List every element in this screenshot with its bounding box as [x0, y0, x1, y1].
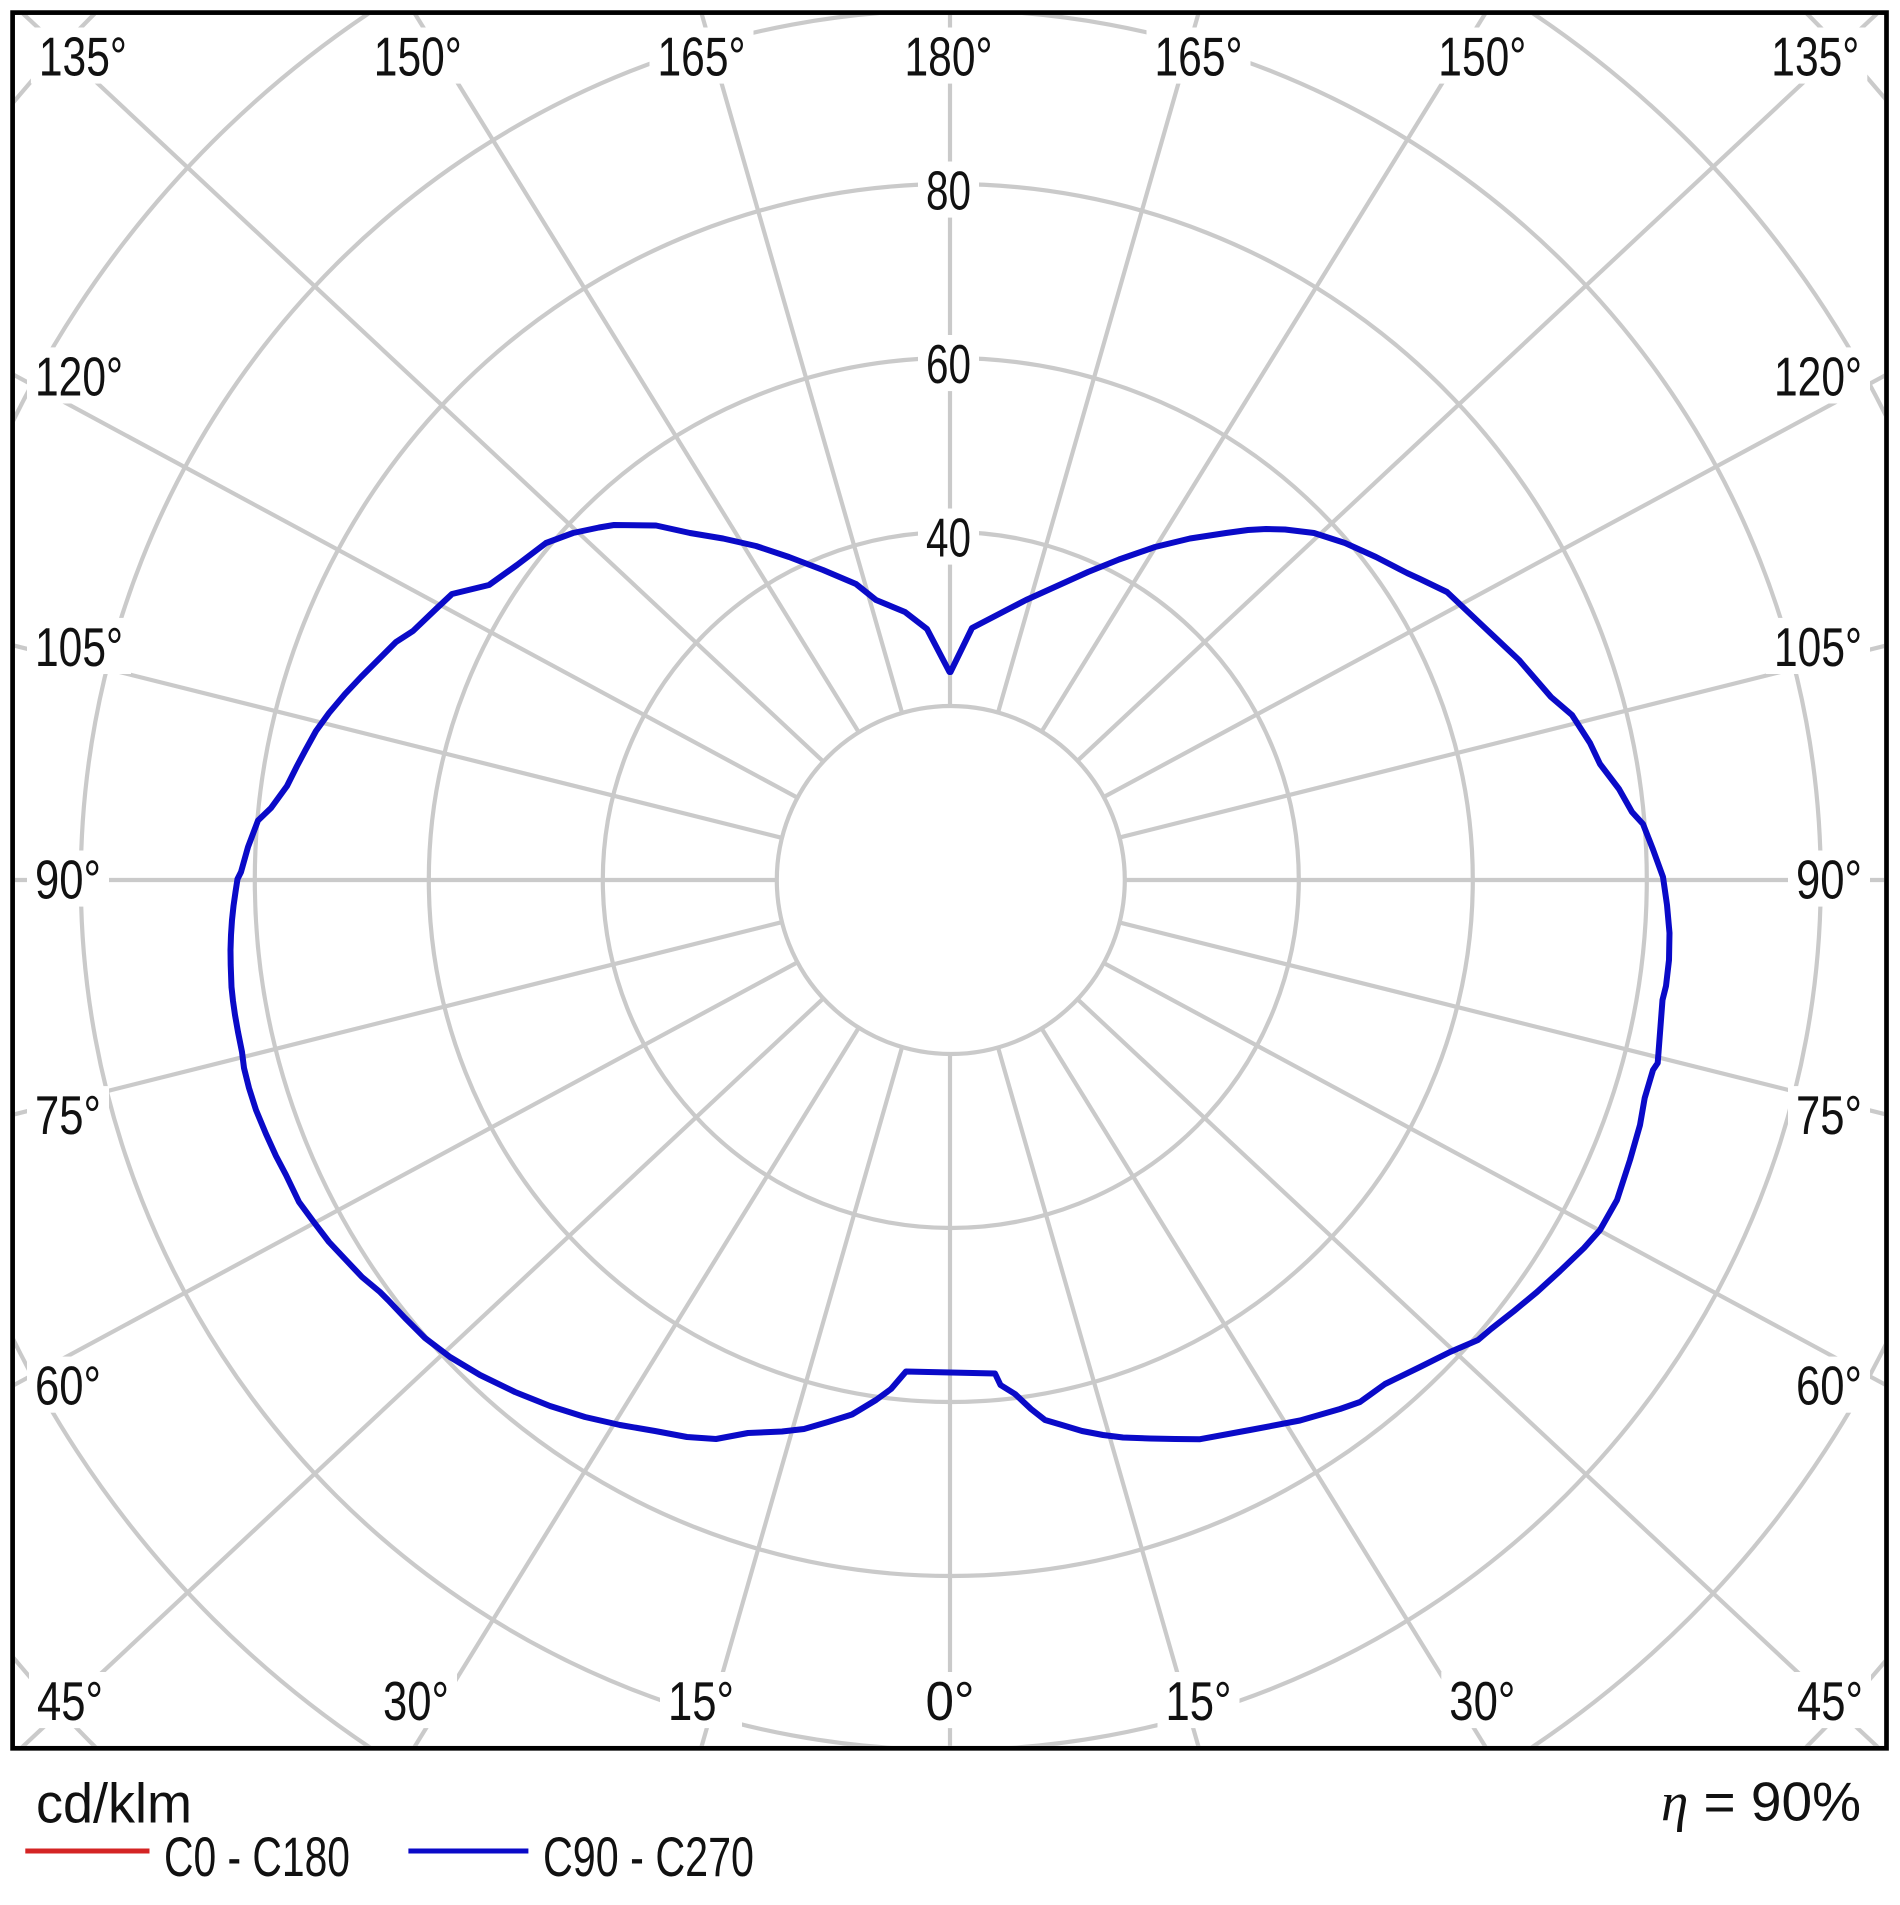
svg-text:75°: 75° [35, 1084, 101, 1146]
svg-text:30°: 30° [1449, 1670, 1515, 1732]
svg-text:40: 40 [926, 507, 971, 569]
svg-text:75°: 75° [1796, 1084, 1862, 1146]
svg-text:60°: 60° [35, 1355, 101, 1417]
svg-text:C90 - C270: C90 - C270 [543, 1825, 754, 1888]
svg-text:cd/klm: cd/klm [36, 1772, 192, 1835]
svg-text:90°: 90° [35, 849, 101, 911]
svg-text:15°: 15° [1166, 1670, 1232, 1732]
svg-text:180°: 180° [905, 26, 993, 88]
svg-text:165°: 165° [658, 26, 746, 88]
svg-text:165°: 165° [1155, 26, 1243, 88]
svg-text:60: 60 [926, 333, 971, 395]
svg-text:105°: 105° [1774, 616, 1862, 678]
svg-text:135°: 135° [39, 26, 127, 88]
svg-text:30°: 30° [383, 1670, 449, 1732]
svg-text:0°: 0° [926, 1670, 975, 1732]
svg-text:90°: 90° [1796, 849, 1862, 911]
svg-text:C0 - C180: C0 - C180 [164, 1825, 350, 1888]
svg-text:120°: 120° [35, 345, 123, 407]
svg-text:135°: 135° [1771, 26, 1859, 88]
svg-text:15°: 15° [668, 1670, 734, 1732]
svg-text:η = 90%: η = 90% [1661, 1770, 1861, 1832]
svg-text:45°: 45° [1797, 1670, 1863, 1732]
svg-text:80: 80 [926, 160, 971, 222]
svg-text:150°: 150° [374, 26, 462, 88]
svg-text:105°: 105° [35, 616, 123, 678]
svg-text:150°: 150° [1438, 26, 1526, 88]
svg-text:45°: 45° [37, 1670, 103, 1732]
svg-text:60°: 60° [1796, 1355, 1862, 1417]
svg-text:120°: 120° [1774, 345, 1862, 407]
